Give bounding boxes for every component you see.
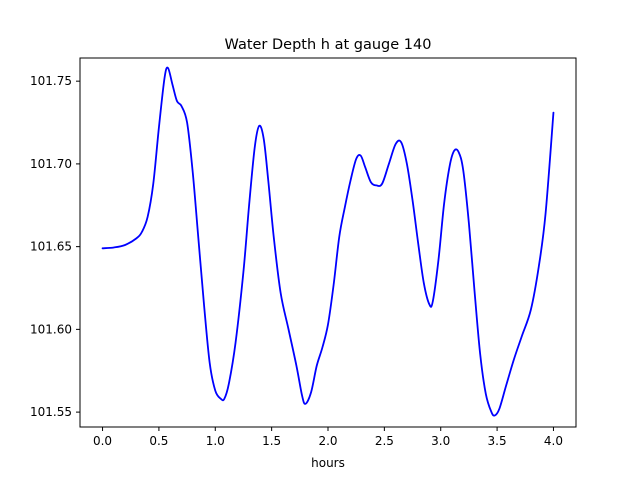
x-tick-label: 2.5 xyxy=(375,434,394,448)
plot-frame xyxy=(79,57,577,428)
chart-title: Water Depth h at gauge 140 xyxy=(225,37,432,53)
axis-ticks: 0.0 0.5 1.0 1.5 2.0 2.5 3.0 3.5 4.0 101.55 101.60 1… xyxy=(30,74,563,448)
y-tick-label: 101.55 xyxy=(30,405,72,419)
x-tick-label: 4.0 xyxy=(544,434,563,448)
x-tick-label: 1.0 xyxy=(206,434,225,448)
x-tick-label: 2.0 xyxy=(318,434,337,448)
x-tick-label: 0.0 xyxy=(93,434,112,448)
series-line xyxy=(101,66,555,417)
y-tick-label: 101.75 xyxy=(30,74,72,88)
x-axis-label: hours xyxy=(311,456,345,470)
y-tick-label: 101.60 xyxy=(30,322,72,336)
x-tick-label: 3.0 xyxy=(431,434,450,448)
y-tick-label: 101.65 xyxy=(30,240,72,254)
plot-area xyxy=(101,66,555,417)
x-tick-label: 3.5 xyxy=(488,434,507,448)
y-tick-label: 101.70 xyxy=(30,157,72,171)
x-tick-label: 0.5 xyxy=(149,434,168,448)
x-tick-label: 1.5 xyxy=(262,434,281,448)
